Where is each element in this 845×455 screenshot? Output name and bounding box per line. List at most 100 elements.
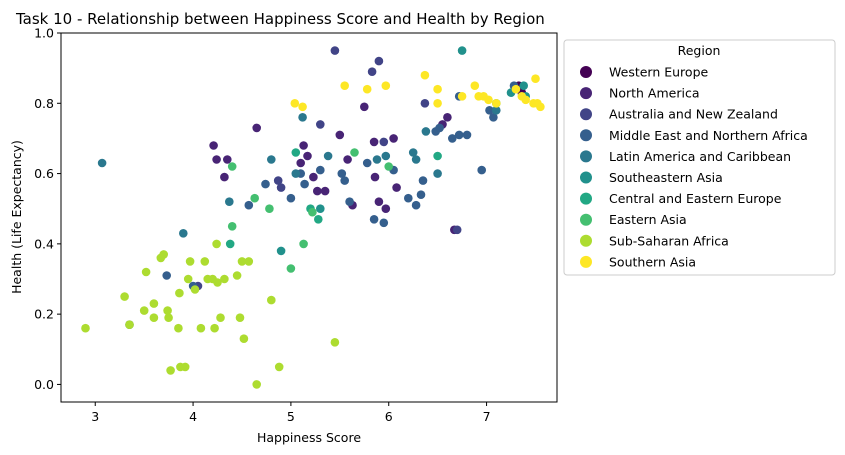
data-point [330,338,340,347]
data-point [314,215,323,224]
x-tick-label: 7 [483,409,491,424]
data-point [164,313,173,323]
data-point [223,155,232,164]
data-point [335,130,345,140]
data-point [220,274,229,284]
legend-entry-label: Southeastern Asia [609,170,723,185]
data-point [320,186,330,196]
data-point [433,169,442,178]
data-point [420,70,430,80]
data-point [296,158,306,168]
legend-marker [580,213,592,226]
data-point [212,155,221,164]
plot-frame [60,32,558,403]
legend-frame [563,39,836,276]
data-point [149,313,159,323]
data-point [492,106,501,115]
data-point [227,162,237,171]
data-point [337,169,347,178]
legend-entry-label: Central and Eastern Europe [609,191,782,206]
data-point [179,229,188,238]
data-point [462,130,472,140]
data-point [360,102,369,112]
data-point [367,67,377,76]
data-point [209,141,218,150]
data-point [372,155,382,164]
y-tick-label: 0.2 [34,307,54,322]
data-point [81,323,90,333]
data-point [379,218,389,228]
data-point [404,193,413,203]
legend-entry-label: Eastern Asia [609,212,687,227]
data-point [384,162,394,171]
legend-marker [580,66,592,78]
legend-marker [580,108,592,121]
data-point [470,81,480,90]
data-point [340,176,350,185]
data-point [274,362,284,372]
y-axis-label: Health (Life Expectancy) [9,140,24,294]
data-point [340,81,350,90]
data-point [265,204,274,213]
legend-entry-label: Latin America and Caribbean [609,149,791,164]
data-point [163,306,172,315]
data-point [235,313,245,323]
data-point [97,158,107,168]
data-point [125,320,134,330]
data-point [389,134,398,143]
data-point [418,176,428,185]
legend-entry-label: Australia and New Zealand [609,107,778,122]
data-point [448,134,457,143]
data-point [381,151,391,161]
x-tick-label: 6 [385,409,393,424]
legend-marker [580,87,592,100]
data-point [180,362,190,372]
data-point [454,130,464,140]
data-point [267,155,276,164]
legend-items: Western Europe North America Australia and… [580,65,808,269]
legend-marker [580,129,592,142]
data-point [174,323,183,333]
data-point [139,306,149,315]
data-point [261,179,270,189]
x-axis-ticks: 3 4 5 6 7 [91,402,491,424]
data-point [536,102,545,112]
data-point [416,190,426,199]
data-point [162,271,171,280]
data-point [267,295,276,305]
data-point [330,46,340,55]
data-point [484,95,493,105]
data-point [250,193,259,203]
data-point [299,141,308,150]
data-point [392,183,401,192]
data-point [273,176,283,185]
data-point [213,278,222,287]
x-axis-label: Happiness Score [257,430,361,445]
data-point [370,172,380,182]
data-point [362,84,372,94]
data-point [185,257,195,266]
data-point [308,207,317,217]
data-point [489,113,498,122]
plot-area [81,46,545,389]
y-tick-label: 1.0 [34,26,54,41]
legend-marker [580,150,592,163]
chart-title: Task 10 - Relationship between Happiness… [15,10,545,28]
data-point [244,257,254,266]
data-point [303,151,312,161]
data-point [369,215,379,224]
data-point [433,151,442,161]
data-point [286,264,296,273]
data-point [212,239,221,249]
data-point [200,257,210,266]
legend-entry-label: North America [609,86,700,101]
data-point [237,257,247,266]
data-point [216,313,225,323]
data-point [220,172,229,182]
legend-marker [580,234,592,247]
data-point [276,246,286,256]
data-point [457,92,467,101]
data-point [316,204,325,213]
data-point [286,193,296,203]
